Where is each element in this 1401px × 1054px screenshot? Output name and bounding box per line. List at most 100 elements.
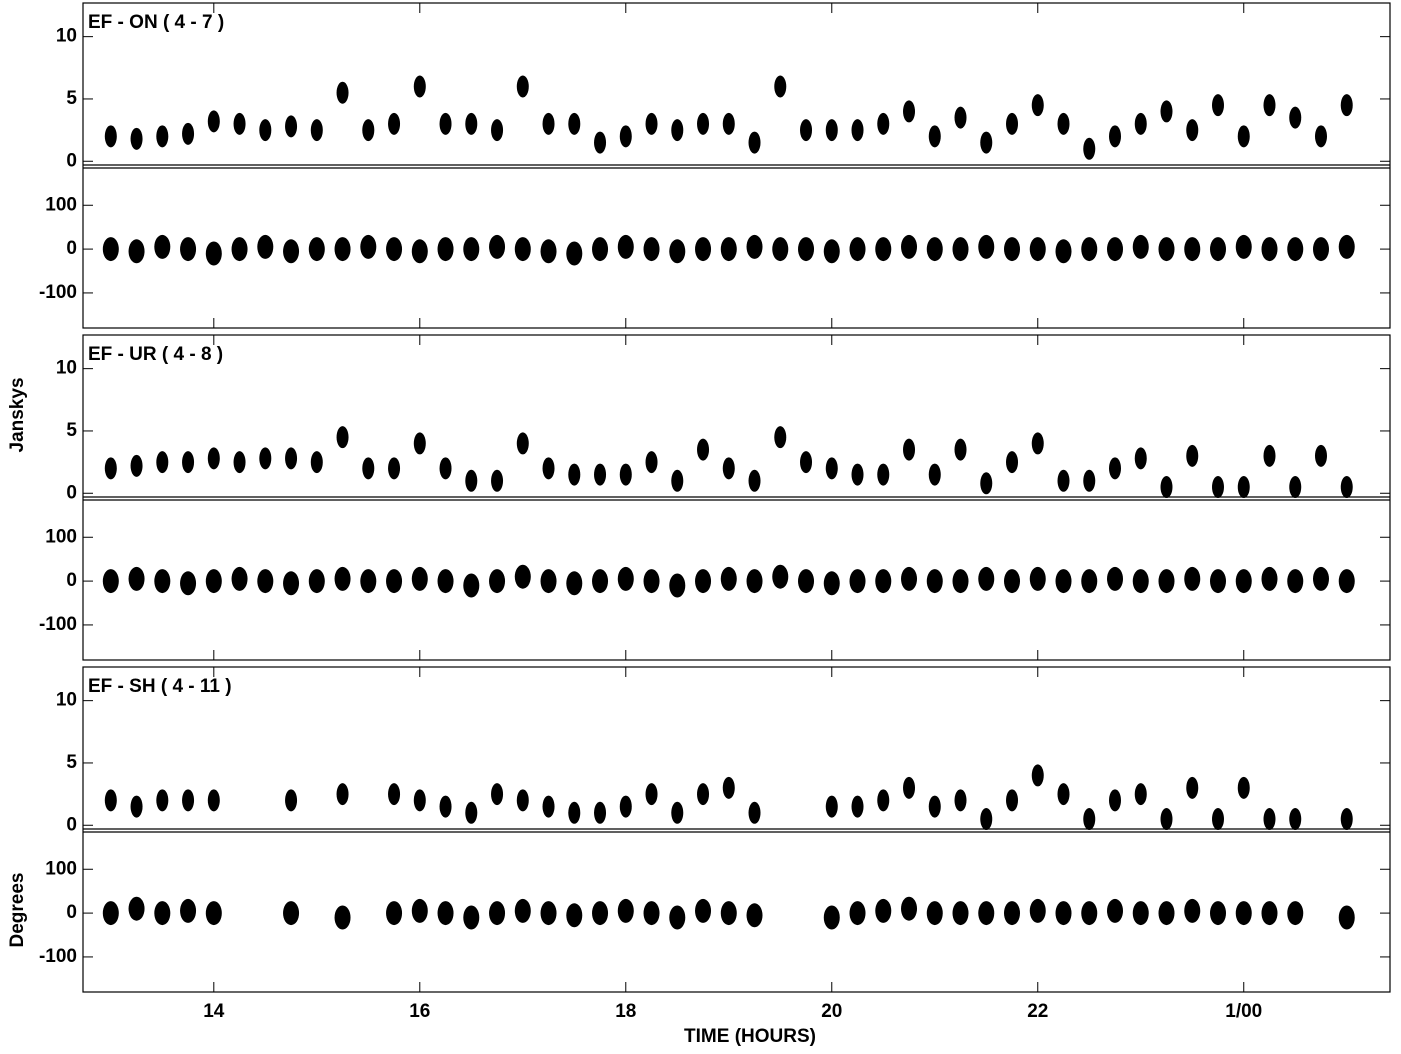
amplitude-point (516, 789, 529, 812)
phase-point (849, 237, 866, 262)
amplitude-point (851, 119, 864, 142)
phase-point (514, 564, 531, 589)
phase-point (1338, 234, 1355, 259)
amplitude-point (104, 457, 117, 480)
amplitude-point (1340, 476, 1353, 499)
amplitude-point (336, 81, 349, 104)
amplitude-point (182, 122, 195, 145)
phase-point (823, 571, 840, 596)
phase-point (669, 239, 686, 264)
phase-point (128, 239, 145, 264)
amplitude-point (1160, 100, 1173, 123)
amplitude-point (542, 795, 555, 818)
amplitude-point (491, 469, 504, 492)
panel-title: EF - SH ( 4 - 11 ) (88, 676, 232, 697)
amplitude-point (439, 112, 452, 135)
amplitude-point (1263, 444, 1276, 467)
phase-point (746, 234, 763, 259)
phase-point (643, 901, 660, 926)
phase-point (437, 237, 454, 262)
y-tick-label: 100 (45, 858, 77, 879)
phase-point (334, 566, 351, 591)
phase-point (463, 905, 480, 930)
amplitude-point (130, 127, 143, 150)
amplitude-point (491, 783, 504, 806)
amplitude-point (722, 457, 735, 480)
phase-point (849, 569, 866, 594)
phase-point (720, 566, 737, 591)
phase-point (1107, 898, 1124, 923)
phase-point (308, 237, 325, 262)
amplitude-point (1083, 137, 1096, 160)
phase-point (154, 569, 171, 594)
amplitude-point (877, 112, 890, 135)
amplitude-point (980, 808, 993, 831)
amplitude-point (1160, 808, 1173, 831)
amplitude-point (1237, 125, 1250, 148)
phase-point (411, 566, 428, 591)
phase-point (205, 569, 222, 594)
phase-point (463, 573, 480, 598)
phase-point (1209, 569, 1226, 594)
amplitude-point (1314, 444, 1327, 467)
phase-point (1055, 569, 1072, 594)
phase-point (283, 901, 300, 926)
y-tick-label: -100 (39, 614, 77, 635)
amplitude-point (285, 789, 298, 812)
amplitude-point (1263, 94, 1276, 117)
y-tick-label: 0 (66, 570, 77, 591)
phase-point (1158, 237, 1175, 262)
phase-point (720, 901, 737, 926)
amplitude-point (542, 112, 555, 135)
y-axis-label: Janskys (7, 377, 28, 452)
phase-point (540, 569, 557, 594)
amplitude-point (928, 125, 941, 148)
phase-point (772, 237, 789, 262)
amplitude-point (877, 789, 890, 812)
phase-point (128, 896, 145, 921)
amplitude-point (388, 457, 401, 480)
amplitude-point (568, 112, 581, 135)
y-tick-label: 5 (66, 420, 77, 441)
y-tick-label: 10 (56, 26, 77, 47)
phase-point (746, 903, 763, 928)
amplitude-point (465, 469, 478, 492)
phase-point (1132, 901, 1149, 926)
amplitude-point (748, 801, 761, 824)
phase-point (463, 237, 480, 262)
amplitude-point (388, 783, 401, 806)
amplitude-point (1186, 776, 1199, 799)
y-tick-label: 0 (66, 238, 77, 259)
amplitude-point (671, 119, 684, 142)
phase-point (952, 901, 969, 926)
amplitude-point (697, 112, 710, 135)
amplitude-point (285, 447, 298, 470)
amplitude-point (156, 451, 169, 474)
amplitude-point (1134, 112, 1147, 135)
amplitude-point (568, 463, 581, 486)
panel-title: EF - UR ( 4 - 8 ) (88, 344, 223, 365)
amplitude-point (1340, 94, 1353, 117)
amplitude-point (645, 112, 658, 135)
amplitude-point (130, 795, 143, 818)
phase-point (952, 569, 969, 594)
amplitude-point (439, 795, 452, 818)
phase-point (1029, 237, 1046, 262)
phase-point (334, 237, 351, 262)
amplitude-point (336, 426, 349, 449)
phase-point (205, 241, 222, 266)
amplitude-point (928, 463, 941, 486)
phase-point (566, 903, 583, 928)
phase-point (489, 901, 506, 926)
amplitude-point (568, 801, 581, 824)
phase-point (617, 234, 634, 259)
amplitude-point (362, 457, 375, 480)
amplitude-point (413, 75, 426, 98)
phase-point (386, 901, 403, 926)
phase-point (1287, 901, 1304, 926)
phase-point (669, 905, 686, 930)
amplitude-point (207, 447, 220, 470)
phase-point (540, 901, 557, 926)
phase-point (1055, 239, 1072, 264)
amplitude-point (233, 451, 246, 474)
